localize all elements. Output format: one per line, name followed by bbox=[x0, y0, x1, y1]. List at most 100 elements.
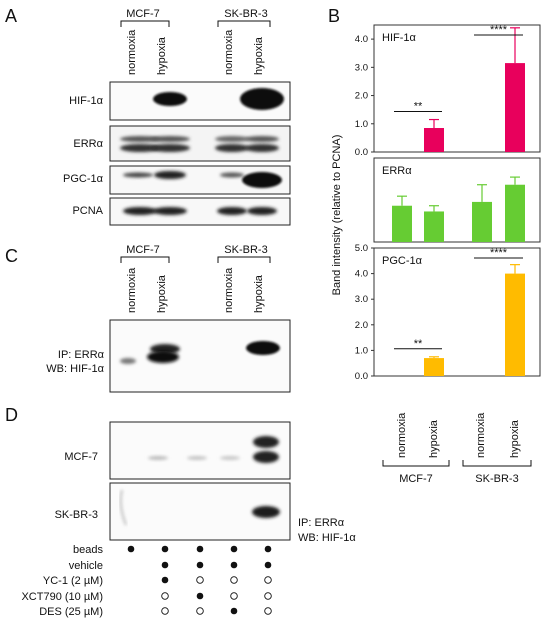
band bbox=[154, 171, 186, 179]
filled-dot bbox=[161, 576, 169, 584]
subplot-2: ERRα bbox=[373, 157, 541, 243]
y-tick-label: 1.0 bbox=[355, 345, 368, 356]
y-tick-label: 4.0 bbox=[355, 34, 368, 45]
filled-dot bbox=[127, 545, 135, 553]
bracket-skbr3-a bbox=[217, 20, 271, 27]
lane-label-c-4: hypoxia bbox=[253, 274, 265, 313]
row-label-erra: ERRα bbox=[73, 138, 103, 150]
bar bbox=[392, 205, 412, 242]
y-axis-label: Band intensity (relative to PCNA) bbox=[331, 135, 343, 296]
x-label-3: normoxia bbox=[475, 412, 487, 458]
significance-label: **** bbox=[490, 247, 508, 259]
open-dot bbox=[264, 607, 272, 615]
ip-label-c-2: WB: HIF-1α bbox=[46, 363, 104, 375]
band bbox=[120, 358, 136, 364]
panel-label-d: D bbox=[5, 405, 18, 425]
row-label-hif: HIF-1α bbox=[69, 95, 104, 107]
group-bracket-skbr3 bbox=[462, 460, 532, 467]
group-label-skbr3: SK-BR-3 bbox=[475, 473, 518, 485]
open-dot bbox=[196, 607, 204, 615]
bar bbox=[505, 273, 525, 376]
band bbox=[187, 456, 207, 460]
lane-label-a-2: hypoxia bbox=[156, 36, 168, 75]
row-label-d-mcf7: MCF-7 bbox=[64, 451, 98, 463]
open-dot bbox=[161, 607, 169, 615]
bracket-skbr3-c bbox=[217, 256, 271, 263]
y-tick-label: 2.0 bbox=[355, 91, 368, 102]
bar bbox=[424, 358, 444, 376]
bar bbox=[505, 63, 525, 152]
x-label-2: hypoxia bbox=[428, 419, 440, 458]
bar bbox=[424, 211, 444, 242]
y-tick-label: 4.0 bbox=[355, 269, 368, 280]
filled-dot bbox=[161, 561, 169, 569]
significance-label: **** bbox=[490, 24, 508, 36]
ip-label-c-1: IP: ERRα bbox=[58, 349, 105, 361]
band bbox=[150, 136, 190, 142]
y-tick-label: 3.0 bbox=[355, 62, 368, 73]
subplot-title: ERRα bbox=[382, 165, 412, 177]
blot-erra bbox=[109, 125, 291, 162]
band bbox=[252, 506, 280, 518]
bracket-mcf7-a bbox=[120, 20, 170, 27]
subplot-1: HIF-1α0.01.02.03.04.0****** bbox=[355, 24, 541, 158]
subplot-title: PGC-1α bbox=[382, 255, 423, 267]
ip-label-d-2: WB: HIF-1α bbox=[298, 532, 356, 544]
band bbox=[215, 136, 249, 142]
subplot-3: PGC-1α0.01.02.03.04.05.0****** bbox=[355, 243, 541, 382]
open-dot bbox=[264, 576, 272, 584]
open-dot bbox=[196, 576, 204, 584]
band bbox=[247, 207, 277, 215]
group-bracket-mcf7 bbox=[382, 460, 450, 467]
significance-label: ** bbox=[414, 101, 423, 113]
cell-line-skbr3-a: SK-BR-3 bbox=[224, 8, 267, 20]
filled-dot bbox=[264, 545, 272, 553]
ip-label-d-1: IP: ERRα bbox=[298, 517, 345, 529]
lane-label-c-1: normoxia bbox=[126, 267, 138, 313]
y-tick-label: 0.0 bbox=[355, 371, 368, 382]
y-tick-label: 0.0 bbox=[355, 147, 368, 158]
lane-label-c-3: normoxia bbox=[223, 267, 235, 313]
bar bbox=[424, 128, 444, 152]
blot-ip-c bbox=[109, 319, 291, 393]
band bbox=[120, 144, 160, 152]
band bbox=[242, 172, 282, 188]
lane-label-a-4: hypoxia bbox=[253, 36, 265, 75]
treatment-label: YC-1 (2 µM) bbox=[43, 575, 103, 587]
filled-dot bbox=[196, 592, 204, 600]
band bbox=[215, 144, 249, 152]
treatment-label: DES (25 µM) bbox=[39, 606, 103, 618]
lane-label-c-2: hypoxia bbox=[156, 274, 168, 313]
band bbox=[153, 207, 187, 215]
y-tick-label: 3.0 bbox=[355, 294, 368, 305]
treatment-label: vehicle bbox=[69, 560, 103, 572]
band bbox=[153, 92, 187, 106]
y-tick-label: 2.0 bbox=[355, 320, 368, 331]
filled-dot bbox=[196, 561, 204, 569]
y-tick-label: 5.0 bbox=[355, 243, 368, 254]
band bbox=[245, 136, 279, 142]
treatment-table: beads vehicle YC-1 (2 µM) XCT790 (10 µM) DES… bbox=[21, 544, 272, 618]
blot-d-mcf7 bbox=[109, 421, 291, 480]
band bbox=[147, 351, 179, 363]
open-dot bbox=[230, 592, 238, 600]
cell-line-mcf7-c: MCF-7 bbox=[126, 244, 160, 256]
bar bbox=[472, 201, 492, 242]
open-dot bbox=[230, 576, 238, 584]
filled-dot bbox=[230, 607, 238, 615]
lane-label-a-1: normoxia bbox=[126, 29, 138, 75]
y-tick-label: 1.0 bbox=[355, 119, 368, 130]
band bbox=[123, 172, 153, 178]
lane-label-a-3: normoxia bbox=[223, 29, 235, 75]
open-dot bbox=[264, 592, 272, 600]
band bbox=[245, 144, 279, 152]
smear bbox=[119, 489, 127, 526]
filled-dot bbox=[196, 545, 204, 553]
band bbox=[253, 451, 279, 463]
panel-label-a: A bbox=[5, 6, 17, 26]
panel-label-c: C bbox=[5, 246, 18, 266]
filled-dot bbox=[161, 545, 169, 553]
panel-label-b: B bbox=[328, 6, 340, 26]
band bbox=[148, 456, 168, 460]
